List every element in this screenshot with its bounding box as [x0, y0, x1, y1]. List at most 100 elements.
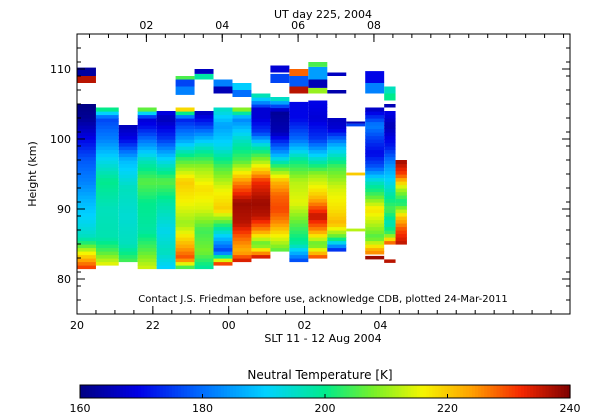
heatmap-cell: [118, 195, 138, 200]
heatmap-cell: [118, 139, 138, 144]
heatmap-cell: [251, 251, 271, 256]
heatmap-layer-cell: [308, 87, 328, 94]
heatmap-cell: [213, 230, 233, 235]
heatmap-cell: [194, 254, 214, 259]
heatmap-cell: [327, 146, 347, 151]
colorbar-swatch: [459, 385, 464, 398]
heatmap-cell: [232, 188, 252, 193]
colorbar-swatch: [551, 385, 556, 398]
colorbar-swatch: [404, 385, 409, 398]
heatmap-cell: [289, 163, 309, 168]
heatmap-cell: [384, 219, 396, 224]
heatmap-cell: [175, 191, 195, 196]
heatmap-cell: [77, 142, 96, 147]
heatmap-cell: [156, 219, 176, 224]
heatmap-cell: [232, 212, 252, 217]
heatmap-cell: [175, 170, 195, 175]
heatmap-cell: [77, 261, 96, 266]
heatmap-layer-cell: [289, 76, 309, 87]
heatmap-cell: [289, 184, 309, 189]
heatmap-cell: [213, 156, 233, 161]
heatmap-cell: [270, 142, 290, 147]
heatmap-cell: [327, 177, 347, 182]
heatmap-cell: [365, 111, 385, 116]
colorbar-swatch: [282, 385, 286, 398]
heatmap-cell: [384, 139, 396, 144]
heatmap-cell: [384, 170, 396, 175]
heatmap-cell: [95, 223, 119, 228]
heatmap-cell: [95, 251, 119, 256]
heatmap-cell: [395, 230, 407, 235]
heatmap-cell: [270, 244, 290, 249]
heatmap-cell: [232, 153, 252, 158]
heatmap-cell: [289, 226, 309, 231]
colorbar-swatch: [171, 385, 176, 398]
heatmap-cell: [270, 139, 290, 144]
heatmap-cell: [289, 216, 309, 221]
heatmap-cell: [118, 230, 138, 235]
heatmap-cell: [327, 184, 347, 189]
colorbar-swatch: [361, 385, 366, 398]
colorbar-swatch: [156, 385, 161, 398]
heatmap-cell: [194, 230, 214, 235]
colorbar-swatch: [92, 385, 96, 398]
heatmap-cell: [251, 93, 271, 98]
heatmap-cell: [270, 219, 290, 224]
heatmap-cell: [137, 216, 157, 221]
heatmap-cell: [95, 212, 119, 217]
heatmap-cell: [270, 202, 290, 207]
heatmap-cell: [77, 223, 96, 228]
heatmap-cell: [156, 170, 176, 175]
heatmap-cell: [175, 107, 195, 112]
heatmap-cell: [95, 132, 119, 137]
heatmap-cell: [365, 160, 385, 165]
heatmap-cell: [118, 125, 138, 130]
colorbar-swatch: [98, 385, 103, 398]
heatmap-cell: [137, 118, 157, 123]
heatmap-cell: [77, 209, 96, 214]
heatmap-cell: [95, 202, 119, 207]
heatmap-cell: [384, 223, 396, 228]
heatmap-cell: [327, 188, 347, 193]
heatmap-cell: [308, 205, 328, 210]
heatmap-cell: [251, 240, 271, 245]
heatmap-cell: [95, 188, 119, 193]
heatmap-cell: [395, 237, 407, 242]
colorbar-swatch: [499, 385, 504, 398]
heatmap-cell: [175, 132, 195, 137]
heatmap-layer-cell: [251, 107, 271, 118]
heatmap-cell: [77, 258, 96, 263]
heatmap-cell: [251, 149, 271, 154]
colorbar-swatch: [334, 385, 338, 398]
colorbar-swatch: [374, 385, 378, 398]
x-tick-label: 04: [373, 319, 387, 332]
heatmap-cell: [232, 132, 252, 137]
heatmap-cell: [95, 118, 119, 123]
colorbar-swatch: [95, 385, 99, 398]
heatmap-cell: [77, 181, 96, 186]
heatmap-cell: [365, 198, 385, 203]
heatmap-cell: [213, 149, 233, 154]
colorbar-swatch: [227, 385, 231, 398]
colorbar-swatch: [248, 385, 253, 398]
heatmap-layer-cell: [365, 83, 385, 94]
colorbar-swatch: [141, 385, 145, 398]
heatmap-cell: [95, 107, 119, 112]
heatmap-cell: [194, 265, 214, 270]
colorbar-swatch: [101, 385, 106, 398]
heatmap-cell: [327, 244, 347, 249]
heatmap-cell: [308, 181, 328, 186]
heatmap-cell: [384, 233, 396, 238]
heatmap-cell: [395, 198, 407, 203]
heatmap-cell: [77, 132, 96, 137]
colorbar-swatch: [416, 385, 421, 398]
colorbar-swatch: [328, 385, 332, 398]
heatmap-cell: [327, 205, 347, 210]
heatmap-cell: [232, 247, 252, 252]
heatmap-cell: [118, 174, 138, 179]
colorbar-swatch: [187, 385, 191, 398]
heatmap-cell: [213, 254, 233, 259]
heatmap-cell: [137, 174, 157, 179]
heatmap-layer-cell: [384, 93, 396, 101]
